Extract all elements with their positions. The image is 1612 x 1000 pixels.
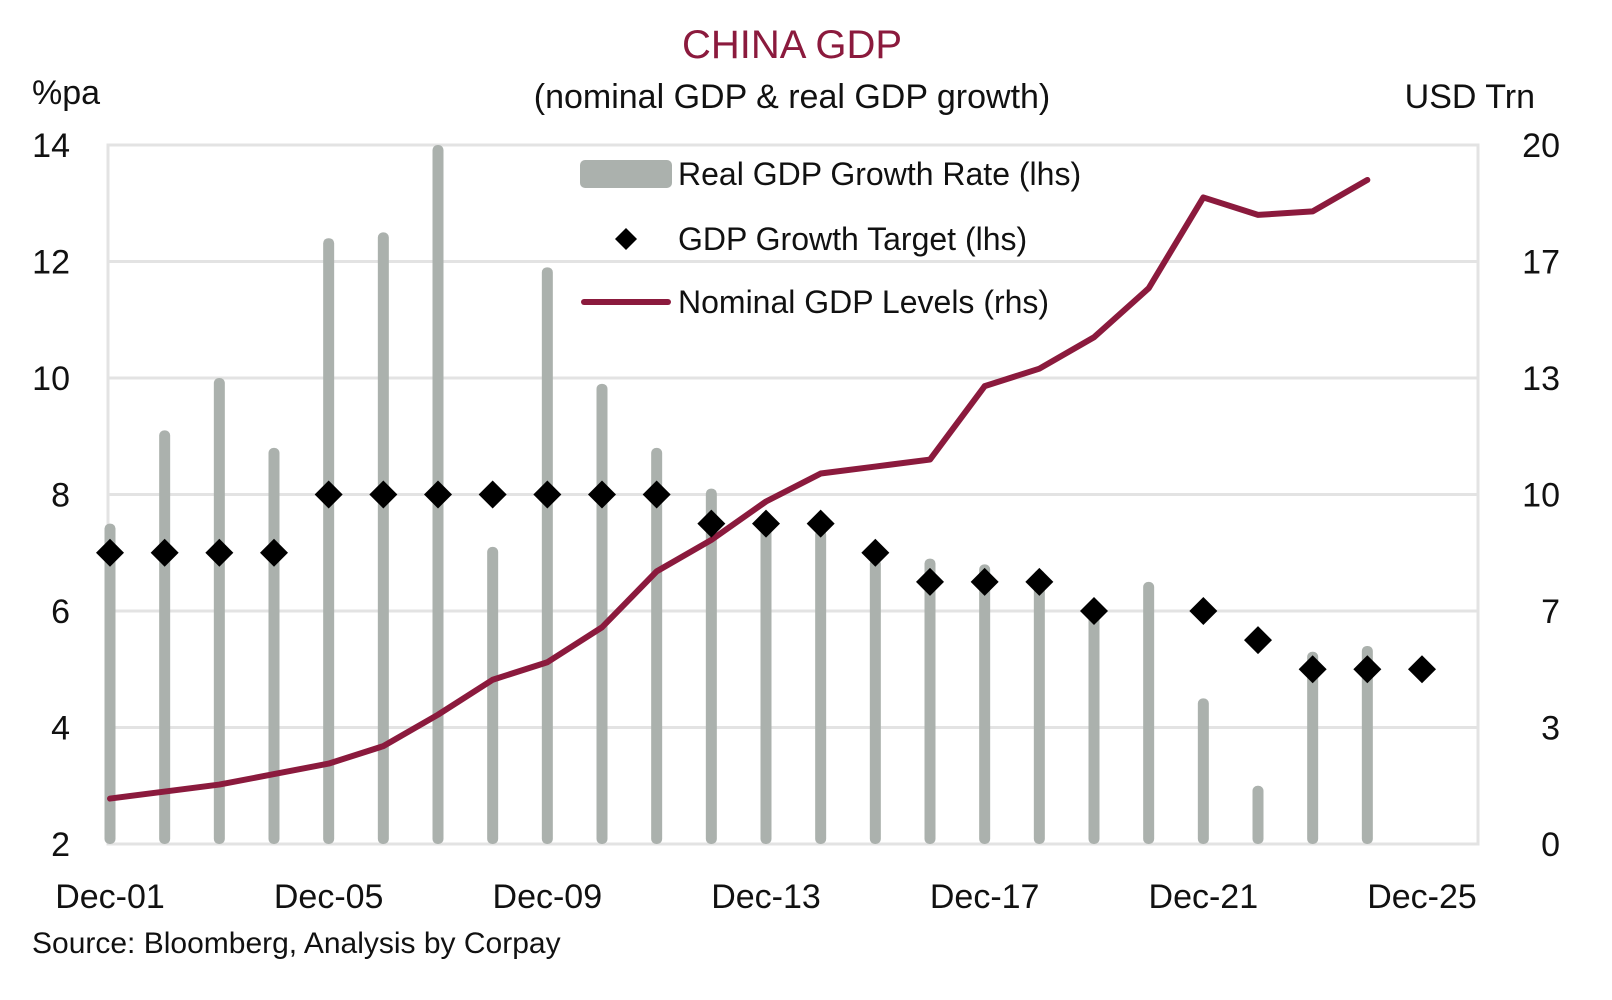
real-gdp-bar [323, 238, 335, 844]
x-tick-label: Dec-09 [493, 878, 603, 916]
gdp-target-marker [697, 509, 726, 538]
legend-swatch-real-gdp [580, 160, 672, 188]
left-tick-label: 2 [51, 826, 70, 864]
real-gdp-bar [377, 232, 389, 844]
right-tick-label: 20 [1522, 127, 1560, 165]
gdp-target-marker [1298, 655, 1327, 684]
left-tick-label: 12 [32, 244, 70, 282]
nominal-gdp-line [107, 176, 1371, 802]
real-gdp-bar [924, 558, 936, 844]
right-tick-label: 17 [1522, 244, 1560, 282]
right-tick-label: 13 [1522, 360, 1560, 398]
chart-subtitle: (nominal GDP & real GDP growth) [534, 78, 1051, 116]
real-gdp-bar [1307, 651, 1319, 844]
real-gdp-bar [1252, 785, 1264, 844]
real-gdp-bar [1197, 698, 1209, 844]
x-axis-ticks: Dec-01 Dec-05 Dec-09 Dec-13 Dec-17 Dec-21 Dec-… [55, 878, 1477, 916]
real-gdp-bar [104, 523, 116, 844]
gdp-target-marker [1353, 655, 1382, 684]
gdp-target-marker [642, 480, 671, 509]
real-gdp-bar [869, 558, 881, 844]
real-gdp-bar [1143, 581, 1155, 844]
x-tick-label: Dec-17 [930, 878, 1040, 916]
gdp-target-marker [916, 567, 944, 596]
x-tick-label: Dec-05 [274, 878, 384, 916]
gdp-target-marker [1244, 626, 1272, 655]
legend-swatch-target [615, 228, 637, 250]
right-tick-label: 3 [1541, 710, 1560, 748]
real-gdp-bar [815, 529, 827, 844]
right-tick-label: 7 [1541, 593, 1560, 631]
left-tick-label: 4 [51, 710, 70, 748]
right-tick-label: 10 [1522, 477, 1560, 515]
real-gdp-bar [1033, 570, 1045, 844]
left-axis-unit: %pa [32, 74, 100, 112]
real-gdp-bar [979, 564, 991, 844]
left-axis-ticks: 14 12 10 8 6 4 2 [32, 127, 70, 864]
right-axis-ticks: 20 17 13 10 7 3 0 [1522, 127, 1560, 864]
gdp-target-marker [806, 509, 835, 538]
gdp-target-marker [752, 509, 780, 538]
right-axis-unit: USD Trn [1405, 78, 1535, 116]
left-tick-label: 8 [51, 477, 70, 515]
gdp-target-marker [96, 538, 124, 567]
legend-label-target: GDP Growth Target (lhs) [678, 221, 1027, 257]
left-tick-label: 14 [32, 127, 70, 165]
gdp-target-marker [533, 480, 562, 509]
x-tick-label: Dec-21 [1149, 878, 1259, 916]
gdp-target-marker [150, 538, 179, 567]
gdp-target-marker [1025, 567, 1054, 596]
x-tick-label: Dec-25 [1367, 878, 1477, 916]
real-gdp-bar [1361, 645, 1373, 844]
gdp-target-marker [861, 538, 890, 567]
gdp-target-marker [1080, 597, 1108, 625]
real-gdp-bar [487, 546, 499, 844]
x-tick-label: Dec-01 [55, 878, 165, 916]
gdp-target-marker [588, 480, 616, 509]
real-gdp-bar [1088, 611, 1100, 844]
gdp-target-marker [205, 538, 234, 567]
left-tick-label: 6 [51, 593, 70, 631]
real-gdp-bar [268, 447, 280, 844]
legend-label-real-gdp: Real GDP Growth Rate (lhs) [678, 156, 1081, 192]
real-gdp-bar [760, 511, 772, 844]
gdp-target-markers [96, 480, 1436, 684]
source-note: Source: Bloomberg, Analysis by Corpay [32, 927, 561, 960]
gdp-target-marker [970, 567, 999, 596]
gdp-target-marker [424, 480, 452, 509]
legend: Real GDP Growth Rate (lhs) GDP Growth Ta… [580, 156, 1081, 320]
gdp-target-marker [478, 480, 507, 509]
real-gdp-bar [651, 447, 663, 844]
real-gdp-bar [705, 488, 717, 844]
gdp-target-marker [1189, 597, 1218, 625]
chart-title: CHINA GDP [682, 23, 902, 67]
right-tick-label: 0 [1541, 826, 1560, 864]
gdp-target-marker [314, 480, 343, 509]
plot-frame [106, 143, 1480, 846]
real-gdp-bar [541, 267, 553, 844]
gdp-target-marker [1408, 655, 1436, 684]
legend-label-nominal: Nominal GDP Levels (rhs) [678, 284, 1049, 320]
real-gdp-bar [213, 378, 225, 844]
gdp-target-marker [260, 538, 288, 567]
real-gdp-bar [596, 383, 608, 844]
nominal-gdp-line-group [107, 176, 1371, 802]
left-tick-label: 10 [32, 360, 70, 398]
real-gdp-bar [159, 430, 171, 844]
x-tick-label: Dec-13 [711, 878, 821, 916]
gdp-target-marker [369, 480, 398, 509]
